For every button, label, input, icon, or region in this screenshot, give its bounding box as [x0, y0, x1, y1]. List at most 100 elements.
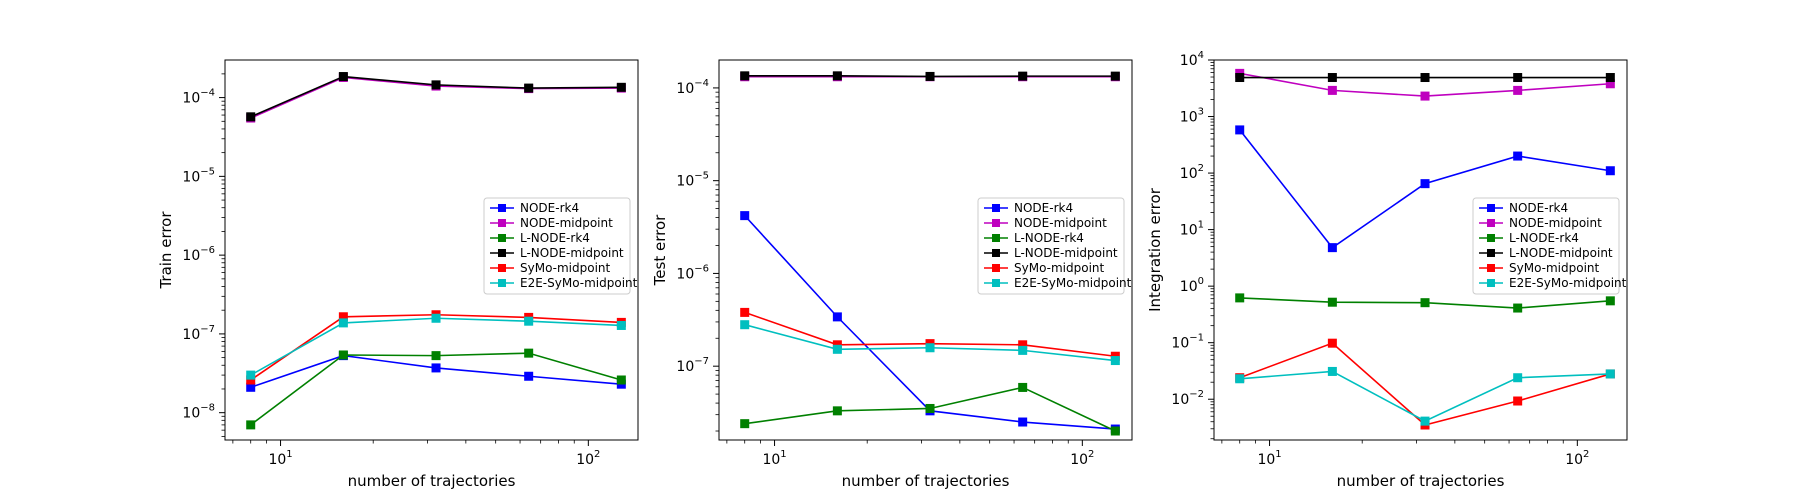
series-line: [1239, 342, 1611, 426]
y-tick-label: 10−7: [676, 356, 709, 375]
data-point: [740, 320, 750, 330]
plot-frame: [1213, 59, 1628, 441]
legend-swatch-marker: [992, 234, 1000, 242]
data-point: [1513, 373, 1523, 383]
data-point: [832, 340, 842, 350]
data-point: [1235, 293, 1245, 303]
data-point: [246, 420, 256, 430]
data-point: [1235, 125, 1245, 135]
legend-label: NODE-midpoint: [1014, 216, 1107, 230]
legend-label: L-NODE-midpoint: [1014, 246, 1118, 260]
data-point: [1605, 369, 1615, 379]
legend-entry: L-NODE-midpoint: [1479, 246, 1613, 260]
legend-box: [483, 197, 631, 295]
data-point: [1235, 374, 1245, 384]
legend-entry: NODE-rk4: [1479, 201, 1568, 215]
plot-frame: [224, 59, 639, 441]
y-minor-ticks: [715, 91, 719, 432]
series-line: [1239, 370, 1611, 423]
legend-label: E2E-SyMo-midpoint: [1509, 276, 1627, 290]
series-symo-midpoint: [740, 307, 1120, 361]
y-tick-label: 100: [1180, 276, 1204, 295]
x-tick-label: 101: [762, 449, 786, 468]
data-point: [524, 371, 534, 381]
data-point: [1110, 356, 1120, 366]
y-axis-label: Train error: [157, 211, 175, 290]
data-point: [1327, 338, 1337, 348]
series-e2e-symo-midpoint: [246, 313, 626, 380]
y-tick-label: 10−8: [182, 403, 215, 422]
y-tick-label: 103: [1180, 107, 1204, 126]
legend-swatch-marker: [1487, 264, 1495, 272]
x-axis-label: number of trajectories: [1337, 472, 1505, 490]
legend-entry: SyMo-midpoint: [490, 261, 611, 275]
legend-label: E2E-SyMo-midpoint: [520, 276, 638, 290]
data-point: [524, 83, 534, 93]
y-tick-label: 10−7: [182, 324, 215, 343]
legend-label: SyMo-midpoint: [1014, 261, 1105, 275]
series-l-node-midpoint: [246, 72, 626, 122]
legend-entry: L-NODE-rk4: [1479, 231, 1579, 245]
legend-label: E2E-SyMo-midpoint: [1014, 276, 1132, 290]
legend-swatch-marker: [1487, 249, 1495, 257]
legend-entry: NODE-midpoint: [1479, 216, 1602, 230]
data-point: [1018, 71, 1028, 81]
legend-label: L-NODE-rk4: [1509, 231, 1579, 245]
data-point: [1420, 298, 1430, 308]
legend-entry: E2E-SyMo-midpoint: [490, 276, 638, 290]
data-point: [1420, 73, 1430, 83]
legend-swatch-marker: [498, 279, 506, 287]
legend-swatch-marker: [498, 264, 506, 272]
legend: NODE-rk4NODE-midpointL-NODE-rk4L-NODE-mi…: [1472, 197, 1627, 295]
data-point: [1018, 417, 1028, 427]
legend-entry: NODE-midpoint: [984, 216, 1107, 230]
data-point: [1235, 73, 1245, 83]
x-tick-label: 102: [1070, 449, 1094, 468]
legend-swatch-marker: [992, 219, 1000, 227]
legend-entry: L-NODE-midpoint: [984, 246, 1118, 260]
series-l-node-midpoint: [740, 71, 1120, 81]
y-tick-label: 10−1: [1171, 333, 1204, 352]
data-point: [1110, 71, 1120, 81]
y-tick-label: 102: [1180, 163, 1204, 182]
data-point: [431, 313, 441, 323]
x-tick-label: 102: [1565, 449, 1589, 468]
data-point: [1420, 179, 1430, 189]
series-node-rk4: [1235, 125, 1615, 253]
legend-swatch-marker: [1487, 234, 1495, 242]
chart-panel-3: 101 102 10−2 10−1 100 101 102 103 104 number of t…: [1146, 50, 1628, 490]
chart-panel-1: 101 102 10−8 10−7 10−6 10−5 10−4 number of traj…: [157, 59, 639, 490]
legend-swatch-marker: [992, 204, 1000, 212]
data-point: [740, 419, 750, 429]
data-point: [1327, 243, 1337, 253]
legend-label: NODE-midpoint: [1509, 216, 1602, 230]
legend-label: SyMo-midpoint: [1509, 261, 1600, 275]
data-point: [246, 375, 256, 385]
y-minor-ticks: [1210, 62, 1214, 440]
series-l-node-rk4: [246, 348, 626, 430]
data-point: [1420, 91, 1430, 101]
data-point: [338, 312, 348, 322]
data-point: [1513, 396, 1523, 406]
data-point: [1327, 85, 1337, 95]
data-point: [740, 71, 750, 81]
data-point: [1605, 73, 1615, 83]
series-e2e-symo-midpoint: [740, 320, 1120, 366]
series-l-node-rk4: [1235, 293, 1615, 313]
legend-swatch-marker: [498, 204, 506, 212]
y-tick-label: 10−6: [182, 245, 215, 264]
data-point: [832, 406, 842, 416]
data-point: [1018, 382, 1028, 392]
legend-swatch-marker: [498, 249, 506, 257]
data-point: [1513, 151, 1523, 161]
x-tick-label: 101: [268, 449, 292, 468]
x-tick-label: 101: [1257, 449, 1281, 468]
data-point: [1513, 85, 1523, 95]
y-tick-label: 104: [1180, 50, 1204, 69]
legend-label: L-NODE-midpoint: [1509, 246, 1613, 260]
legend-swatch-marker: [992, 279, 1000, 287]
y-tick-label: 10−6: [676, 263, 709, 282]
legend-swatch-marker: [992, 264, 1000, 272]
legend-swatch-marker: [992, 249, 1000, 257]
